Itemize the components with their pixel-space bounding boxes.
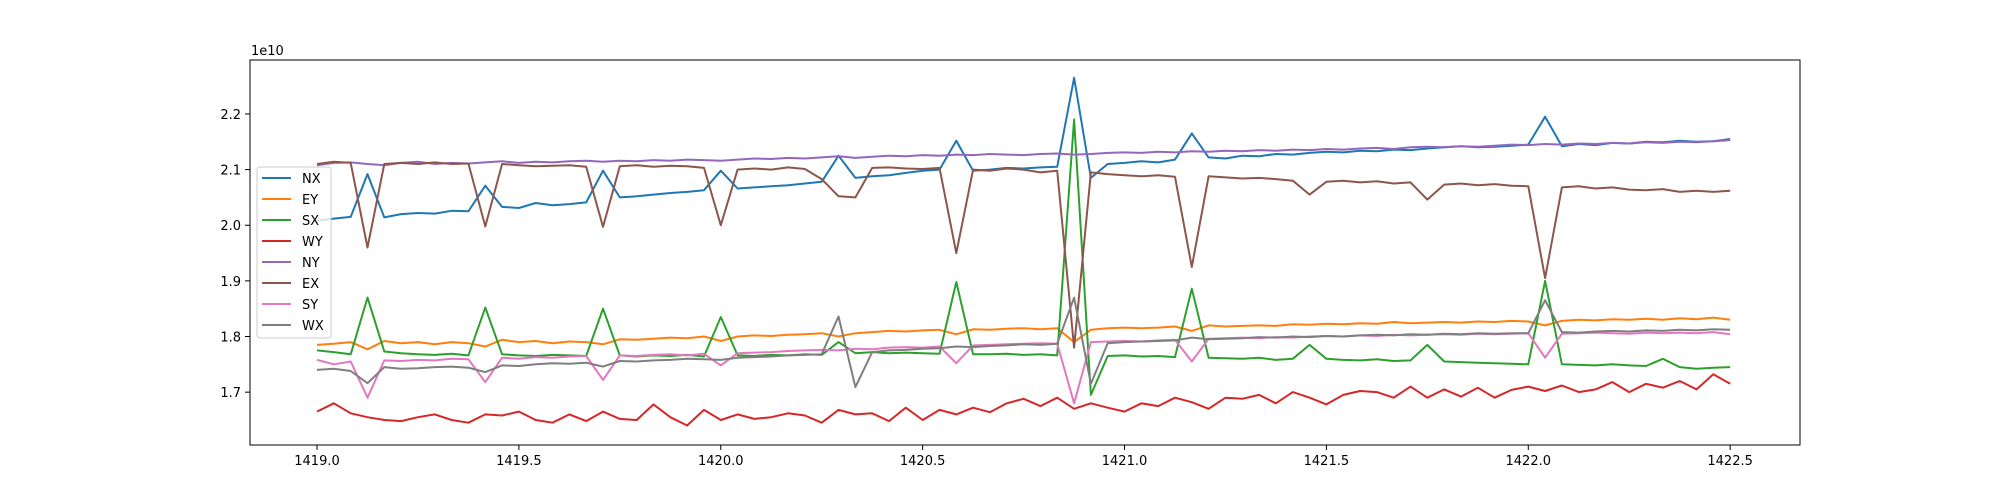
y-tick-label: 1.7 — [220, 386, 241, 401]
series-line-wx — [316, 296, 1731, 389]
legend-item-ex: EX — [262, 277, 319, 292]
axes-frame — [249, 59, 1801, 446]
x-axis: 1419.0 1419.5 1420.0 1420.5 1421.0 1421.5 1422… — [294, 445, 1753, 469]
legend-label: NY — [302, 256, 320, 271]
legend-item-sx: SX — [262, 214, 319, 229]
legend-item-wx: WX — [262, 319, 324, 334]
legend-label: WX — [302, 319, 324, 334]
x-tick-label: 1419.5 — [496, 454, 542, 469]
x-tick-label: 1422.5 — [1707, 454, 1753, 469]
x-tick-label: 1420.5 — [900, 454, 946, 469]
series-layer — [316, 76, 1731, 427]
legend-item-sy: SY — [262, 298, 318, 313]
legend-item-ey: EY — [262, 193, 318, 208]
legend-label: WY — [302, 235, 323, 250]
legend-label: EX — [302, 277, 319, 292]
x-tick-label: 1421.0 — [1102, 454, 1148, 469]
series-line-ny — [316, 139, 1731, 167]
y-tick-label: 1.8 — [220, 331, 241, 346]
x-tick-label: 1420.0 — [698, 454, 744, 469]
series-line-sx — [316, 118, 1731, 396]
series-line-nx — [316, 76, 1731, 222]
legend: NX EY SX WY NY EX SY WX — [256, 166, 332, 339]
series-line-wy — [316, 373, 1731, 427]
x-tick-label: 1419.0 — [294, 454, 340, 469]
legend-label: SX — [302, 214, 319, 229]
legend-label: SY — [302, 298, 318, 313]
y-tick-label: 1.9 — [220, 275, 241, 290]
series-line-ex — [316, 160, 1731, 349]
legend-box — [256, 166, 332, 339]
y-tick-label: 2.0 — [220, 219, 241, 234]
legend-item-ny: NY — [262, 256, 320, 271]
y-tick-label: 2.1 — [220, 164, 241, 179]
y-axis: 1.7 1.8 1.9 2.0 2.1 2.2 — [220, 108, 250, 401]
legend-label: NX — [302, 172, 321, 187]
legend-label: EY — [302, 193, 318, 208]
y-tick-label: 2.2 — [220, 108, 241, 123]
legend-item-wy: WY — [262, 235, 323, 250]
x-tick-label: 1422.0 — [1506, 454, 1552, 469]
legend-item-nx: NX — [262, 172, 321, 187]
x-tick-label: 1421.5 — [1304, 454, 1350, 469]
y-offset-label: 1e10 — [251, 44, 284, 59]
series-line-ey — [316, 316, 1731, 351]
